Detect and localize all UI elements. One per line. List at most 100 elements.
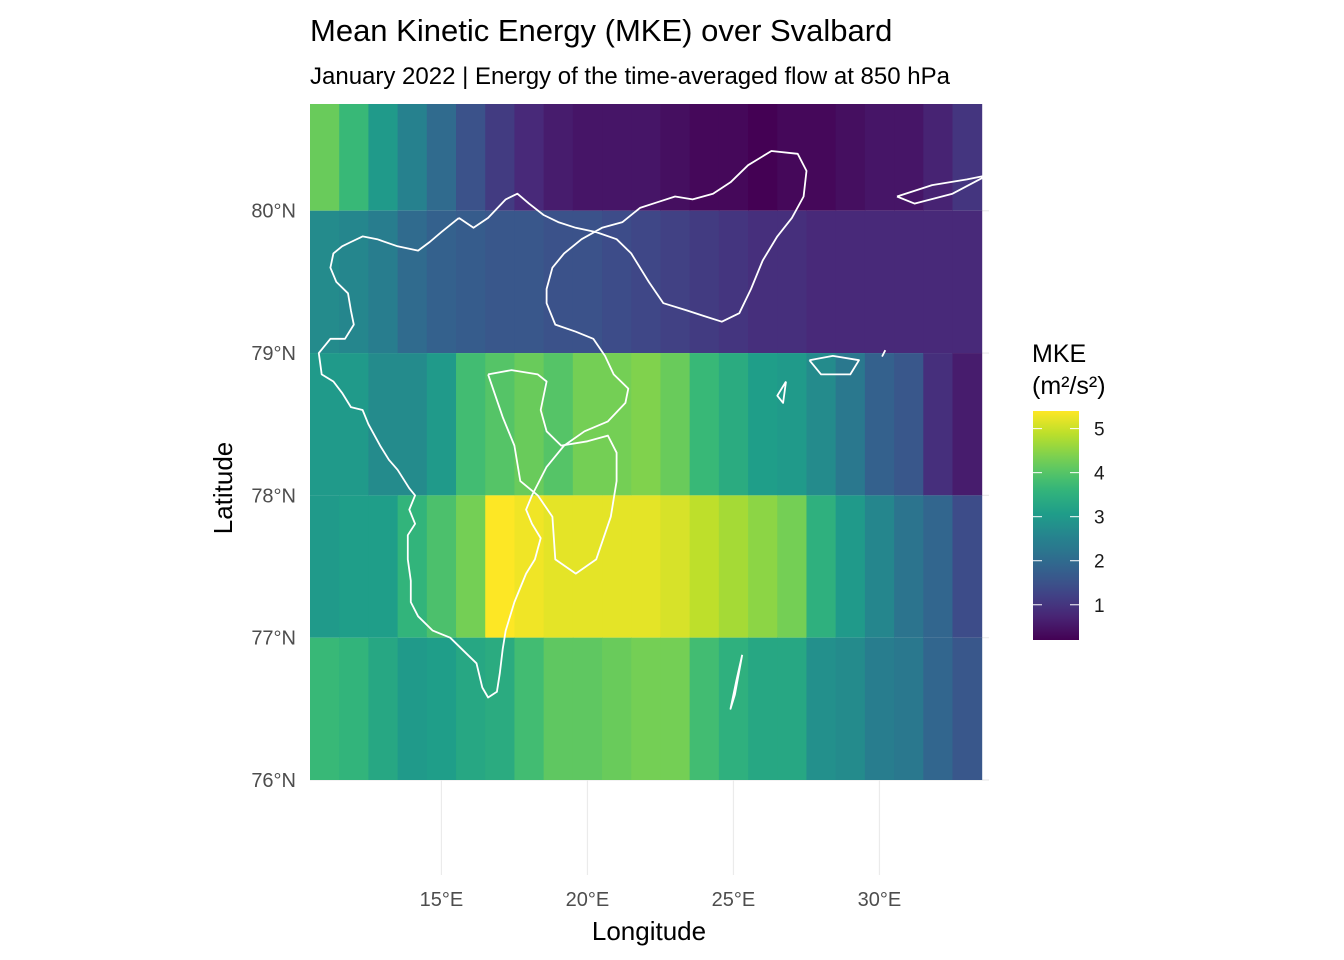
x-tick-label: 20°E	[566, 889, 610, 911]
heatmap-cell	[456, 211, 486, 353]
heatmap-cell	[719, 353, 749, 495]
heatmap-cell	[427, 495, 457, 637]
heatmap-cell	[836, 211, 866, 353]
heatmap-cell	[368, 638, 398, 780]
heatmap-cell	[631, 353, 661, 495]
heatmap-cell	[573, 104, 603, 211]
heatmap-cell	[690, 211, 720, 353]
heatmap-cell	[865, 104, 895, 211]
heatmap-cell	[748, 495, 778, 637]
legend-tick-label: 3	[1094, 508, 1105, 529]
heatmap-cell	[894, 353, 924, 495]
heatmap-cell	[777, 495, 807, 637]
heatmap-cell	[952, 638, 982, 780]
y-tick-label: 77°N	[251, 628, 296, 650]
heatmap-cell	[368, 495, 398, 637]
heatmap-cell	[777, 353, 807, 495]
heatmap-cell	[894, 638, 924, 780]
heatmap-cell	[544, 104, 574, 211]
y-tick-label: 80°N	[251, 201, 296, 223]
heatmap-cell	[631, 104, 661, 211]
legend-tick-label: 1	[1094, 596, 1105, 617]
heatmap-cell	[865, 353, 895, 495]
y-tick-label: 76°N	[251, 770, 296, 792]
x-axis-title: Longitude	[592, 916, 706, 946]
heatmap-cell	[952, 104, 982, 211]
heatmap-cell	[485, 638, 515, 780]
heatmap-cell	[544, 495, 574, 637]
heatmap-cell	[456, 104, 486, 211]
heatmap-cell	[923, 353, 953, 495]
heatmap-cell	[573, 353, 603, 495]
y-tick-label: 78°N	[251, 485, 296, 507]
heatmap-cell	[952, 211, 982, 353]
heatmap-cell	[602, 104, 632, 211]
heatmap-cell	[836, 495, 866, 637]
heatmap-cell	[894, 495, 924, 637]
heatmap-cell	[573, 638, 603, 780]
heatmap-cell	[952, 495, 982, 637]
heatmap-cell	[398, 211, 428, 353]
heatmap-cell	[339, 638, 369, 780]
y-axis-title: Latitude	[208, 442, 238, 535]
heatmap-cell	[310, 353, 340, 495]
heatmap-cell	[544, 638, 574, 780]
heatmap-cell	[748, 353, 778, 495]
y-tick-label: 79°N	[251, 343, 296, 365]
heatmap-cell	[865, 495, 895, 637]
heatmap-cell	[398, 104, 428, 211]
heatmap-cell	[806, 638, 836, 780]
heatmap-cell	[660, 211, 690, 353]
heatmap-cell	[865, 638, 895, 780]
heatmap-cell	[865, 211, 895, 353]
heatmap-cell	[806, 104, 836, 211]
heatmap-cell	[719, 638, 749, 780]
heatmap-cell	[806, 211, 836, 353]
heatmap-cell	[310, 638, 340, 780]
heatmap-cell	[398, 638, 428, 780]
heatmap-cell	[894, 104, 924, 211]
legend-units: (m²/s²)	[1032, 372, 1106, 400]
heatmap-cell	[602, 211, 632, 353]
heatmap-cell	[368, 211, 398, 353]
heatmap-cell	[456, 353, 486, 495]
heatmap-cell	[339, 211, 369, 353]
x-tick-label: 15°E	[420, 889, 464, 911]
heatmap-cell	[660, 104, 690, 211]
heatmap-cell	[952, 353, 982, 495]
x-tick-label: 30°E	[858, 889, 902, 911]
heatmap-cell	[719, 211, 749, 353]
heatmap-cell	[602, 495, 632, 637]
heatmap-cell	[427, 638, 457, 780]
heatmap-cell	[339, 353, 369, 495]
heatmap-cell	[368, 353, 398, 495]
heatmap-cell	[923, 211, 953, 353]
heatmap-cell	[631, 211, 661, 353]
heatmap-cell	[806, 495, 836, 637]
heatmap-cell	[748, 104, 778, 211]
heatmap-cell	[836, 104, 866, 211]
heatmap-cell	[923, 495, 953, 637]
heatmap-cell	[748, 638, 778, 780]
x-tick-label: 25°E	[712, 889, 756, 911]
heatmap-cell	[748, 211, 778, 353]
heatmap-cell	[660, 353, 690, 495]
legend-title: MKE	[1032, 340, 1086, 368]
chart-title: Mean Kinetic Energy (MKE) over Svalbard	[310, 13, 892, 48]
heatmap-cell	[631, 495, 661, 637]
heatmap-cell	[310, 211, 340, 353]
heatmap-cell	[894, 211, 924, 353]
heatmap-cell	[573, 495, 603, 637]
y-tick-labels: 76°N 77°N 78°N 79°N 80°N	[251, 201, 296, 792]
heatmap-cell	[398, 353, 428, 495]
colorbar-legend: MKE (m²/s²) 1 2 3 4 5	[1032, 340, 1106, 640]
legend-colorbar	[1033, 411, 1079, 640]
heatmap-cell	[690, 353, 720, 495]
heatmap-cell	[777, 638, 807, 780]
heatmap-cell	[368, 104, 398, 211]
legend-tick-label: 4	[1094, 464, 1105, 485]
heatmap-cell	[485, 104, 515, 211]
heatmap-cell	[514, 638, 544, 780]
heatmap-cell	[544, 353, 574, 495]
